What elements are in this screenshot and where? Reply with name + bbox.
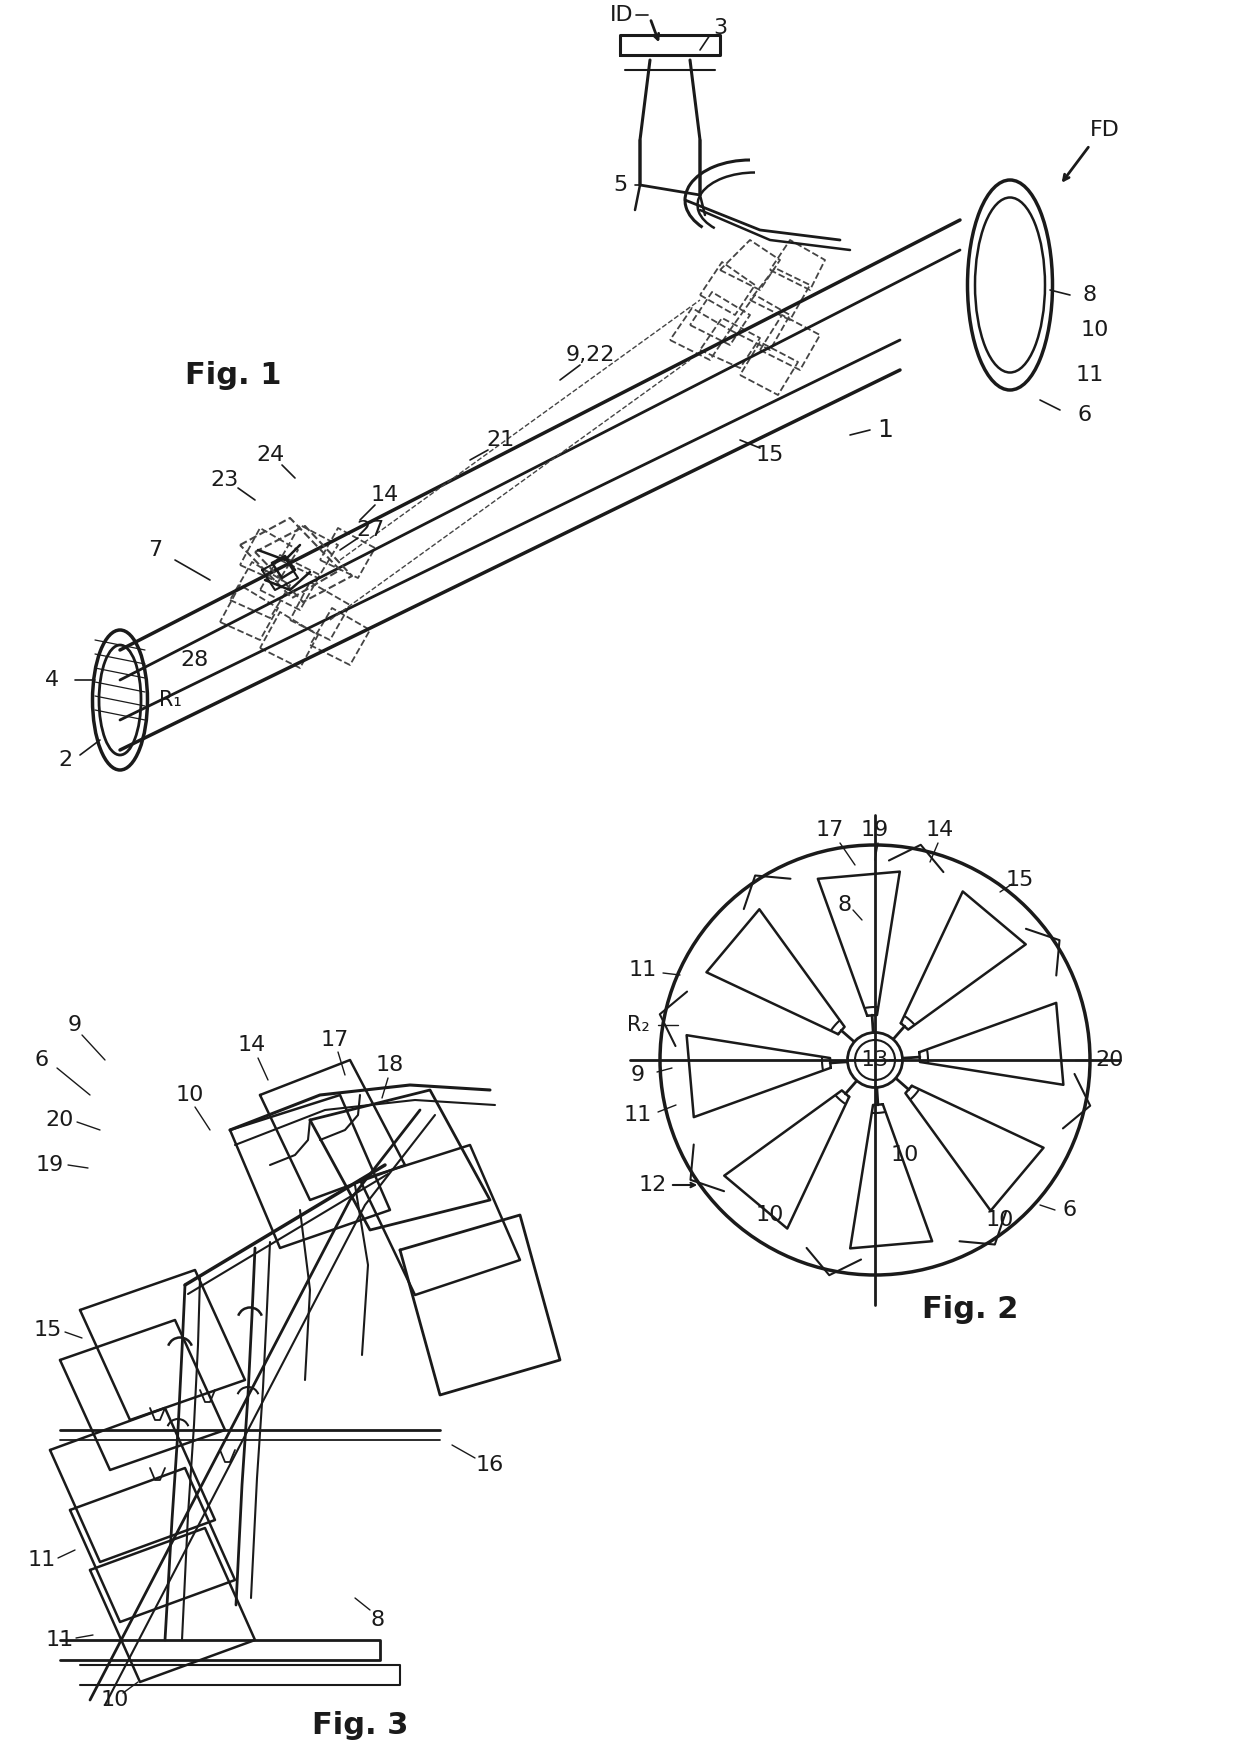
- Text: 15: 15: [33, 1319, 62, 1340]
- Text: 4: 4: [45, 670, 60, 690]
- Text: 16: 16: [476, 1455, 505, 1476]
- Text: 2: 2: [58, 749, 72, 770]
- Text: 11: 11: [27, 1550, 56, 1571]
- Text: 10: 10: [756, 1205, 784, 1224]
- Text: 7: 7: [148, 540, 162, 559]
- Text: 10: 10: [176, 1085, 205, 1105]
- Text: 20: 20: [46, 1110, 74, 1129]
- Text: 12: 12: [639, 1175, 667, 1194]
- Text: 6: 6: [1063, 1200, 1078, 1221]
- Text: 6: 6: [35, 1050, 50, 1069]
- Text: 19: 19: [861, 820, 889, 841]
- Text: 15: 15: [1006, 871, 1034, 890]
- Text: 23: 23: [211, 470, 239, 491]
- Text: FD: FD: [1090, 120, 1120, 141]
- Text: 9: 9: [68, 1015, 82, 1034]
- Text: 10: 10: [1081, 320, 1110, 339]
- Text: 8: 8: [1083, 285, 1097, 304]
- Text: 11: 11: [46, 1631, 74, 1650]
- Text: 6: 6: [1078, 405, 1092, 426]
- Text: 14: 14: [926, 820, 954, 841]
- Text: 17: 17: [321, 1031, 350, 1050]
- Text: 27: 27: [356, 521, 384, 540]
- Text: -13-: -13-: [854, 1050, 895, 1069]
- Text: 10: 10: [890, 1145, 919, 1164]
- Text: 14: 14: [371, 485, 399, 505]
- Text: 1: 1: [877, 419, 893, 442]
- Text: 21: 21: [486, 429, 515, 450]
- Text: Fig. 1: Fig. 1: [185, 361, 281, 389]
- Text: 14: 14: [238, 1034, 267, 1055]
- Text: Fig. 2: Fig. 2: [921, 1295, 1018, 1325]
- Text: 8: 8: [838, 895, 852, 915]
- Text: ID: ID: [610, 5, 634, 25]
- Text: 9: 9: [631, 1064, 645, 1085]
- Text: 17: 17: [816, 820, 844, 841]
- Text: 9,22: 9,22: [565, 345, 615, 366]
- Text: R₁: R₁: [159, 690, 181, 711]
- Text: 28: 28: [181, 651, 210, 670]
- Text: 11: 11: [1076, 366, 1104, 385]
- Text: Fig. 3: Fig. 3: [311, 1710, 408, 1740]
- Text: 3: 3: [713, 18, 727, 39]
- Text: 20: 20: [1096, 1050, 1125, 1069]
- Text: 11: 11: [624, 1105, 652, 1126]
- Text: 5: 5: [613, 174, 627, 195]
- Text: 10: 10: [986, 1210, 1014, 1230]
- Text: 24: 24: [255, 445, 284, 464]
- Text: 11: 11: [629, 960, 657, 980]
- Text: 19: 19: [36, 1156, 64, 1175]
- Text: 15: 15: [756, 445, 784, 464]
- Text: 10: 10: [100, 1690, 129, 1710]
- Text: 18: 18: [376, 1055, 404, 1075]
- Text: R₂: R₂: [626, 1015, 650, 1034]
- Text: 8: 8: [371, 1609, 386, 1631]
